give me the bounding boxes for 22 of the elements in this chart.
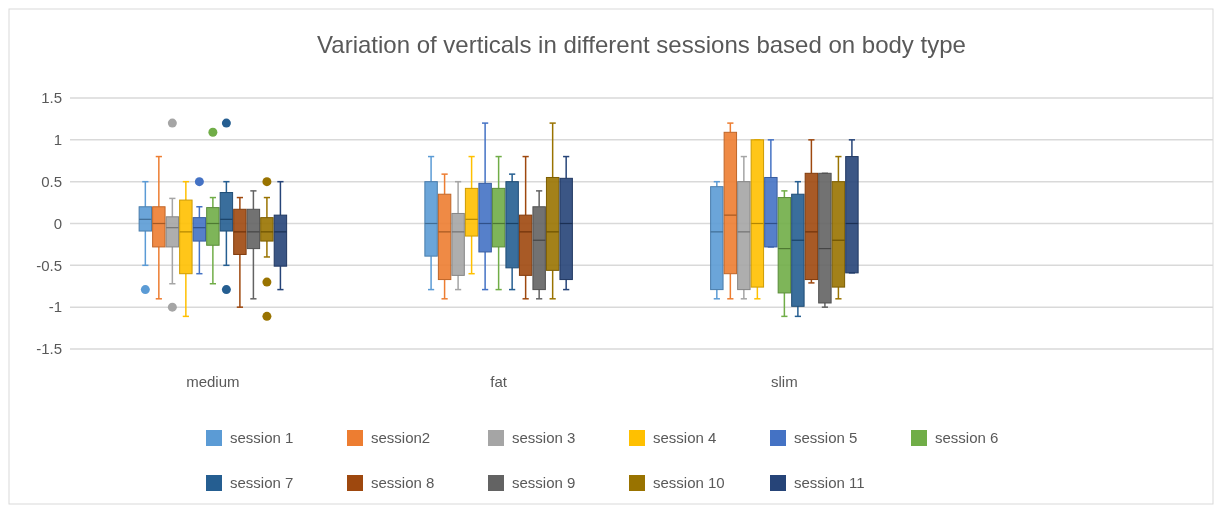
legend-label: session 6 [935,429,999,447]
chart-title: Variation of verticals in different sessions based on body type [317,31,966,58]
y-tick-label: 0.5 [41,172,62,190]
legend-label: session 3 [512,429,576,447]
y-tick-label: 1.5 [41,89,62,107]
legend-label: session 10 [653,474,725,492]
legend-label: session 11 [794,474,865,492]
x-tick-label: fat [490,373,508,390]
y-tick-label: 1 [53,131,62,149]
legend-label: session 9 [512,474,576,492]
y-tick-label: 0 [53,214,62,232]
y-tick-label: -1 [48,298,62,316]
legend-label: session 5 [794,429,858,447]
legend-label: session 1 [230,429,294,447]
legend-label: session 4 [653,429,717,447]
y-tick-label: -1.5 [36,340,62,358]
y-tick-label: -0.5 [36,256,62,274]
x-tick-label: slim [771,373,798,390]
legend-label: session2 [371,429,431,447]
legend-label: session 8 [371,474,435,492]
x-tick-label: medium [186,373,240,390]
legend-label: session 7 [230,474,294,492]
